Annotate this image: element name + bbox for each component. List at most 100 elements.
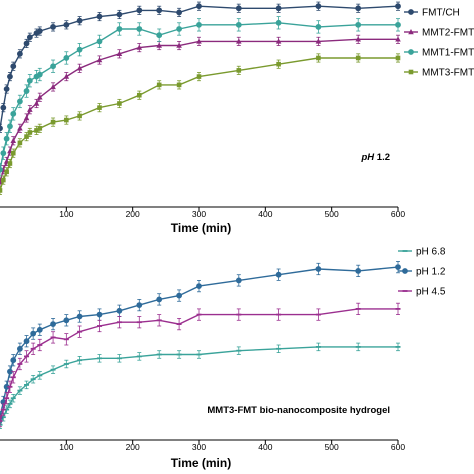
chart-panel-top: 100 200 300 400 500 600 Time (min) FMT/CH MMT2-F…: [0, 1, 474, 235]
data-point: [176, 26, 183, 32]
x-tick-label: 300: [192, 209, 206, 219]
x-tick-label: 300: [192, 442, 206, 452]
legend-swatch-marker: [402, 290, 408, 292]
data-point: [36, 326, 43, 333]
data-point: [235, 277, 242, 284]
data-point: [76, 17, 83, 24]
annotation-italic: pH: [360, 152, 375, 163]
data-point: [1, 177, 6, 183]
data-point: [276, 347, 282, 350]
data-point: [355, 21, 362, 28]
legend-item-3: pH 4.5: [398, 287, 446, 298]
data-point: [156, 42, 162, 48]
data-point: [77, 359, 83, 362]
data-point: [30, 347, 36, 350]
data-point: [36, 71, 43, 78]
data-point: [395, 346, 401, 348]
data-point: [23, 40, 30, 47]
x-tick-label: 200: [126, 442, 140, 452]
data-point: [50, 24, 56, 30]
annotation-text: 1.2: [374, 152, 390, 163]
data-point: [276, 313, 282, 316]
legend-item-2: pH 1.2: [398, 267, 446, 278]
legend-swatch-marker: [408, 29, 414, 35]
data-point: [196, 38, 202, 44]
chart-annotation: pH 1.2: [360, 152, 390, 163]
data-point: [116, 307, 123, 314]
x-tick-label: 400: [258, 209, 272, 219]
data-point: [196, 3, 202, 10]
data-point: [136, 355, 142, 358]
data-point: [27, 130, 33, 135]
data-point: [4, 397, 10, 400]
data-point: [137, 92, 142, 98]
data-point: [23, 114, 30, 121]
data-point: [50, 336, 56, 339]
data-point: [17, 363, 23, 365]
data-point: [136, 7, 143, 14]
data-point: [315, 24, 322, 30]
data-point: [77, 330, 83, 333]
legend-label: pH 4.5: [416, 287, 446, 298]
data-point: [10, 150, 16, 156]
chart-annotation: MMT3-FMT bio-nanocomposite hydrogel: [207, 405, 390, 416]
data-point: [33, 100, 40, 106]
x-tick-label: 500: [325, 442, 339, 452]
data-point: [10, 137, 17, 143]
data-point: [315, 313, 321, 316]
data-point: [116, 11, 123, 18]
chart-panel-bottom: 100 200 300 400 500 600 Time (min) pH 6.8 pH 1.2…: [0, 247, 446, 470]
legend-label: MMT3-FMT: [422, 68, 474, 79]
series-2: [0, 34, 401, 187]
data-point: [76, 65, 83, 71]
x-axis-label: Time (min): [171, 221, 231, 235]
annotation-text: MMT3-FMT bio-nanocomposite hydrogel: [207, 405, 390, 416]
data-point: [0, 408, 6, 411]
data-point: [0, 416, 6, 419]
x-tick-label: 100: [59, 209, 73, 219]
data-point: [4, 169, 9, 175]
x-tick-label: 200: [126, 209, 140, 219]
data-point: [50, 119, 56, 125]
legend-item-2: MMT2-FMT: [404, 28, 474, 39]
data-point: [3, 86, 10, 92]
data-point: [156, 82, 162, 88]
data-point: [176, 323, 182, 325]
data-point: [117, 101, 122, 106]
data-point: [0, 125, 3, 132]
data-point: [395, 264, 401, 271]
data-point: [10, 357, 17, 364]
data-point: [395, 3, 401, 10]
data-point: [96, 38, 103, 45]
series-2: [0, 260, 401, 424]
data-point: [10, 63, 17, 70]
data-point: [196, 313, 202, 316]
data-point: [26, 34, 33, 41]
legend-label: pH 1.2: [416, 267, 446, 278]
data-point: [196, 74, 202, 79]
data-point: [17, 389, 23, 392]
data-point: [176, 9, 183, 16]
data-point: [37, 126, 43, 131]
data-point: [23, 338, 30, 345]
data-point: [315, 346, 321, 348]
data-point: [30, 330, 37, 337]
data-point: [96, 311, 103, 318]
data-point: [10, 397, 16, 400]
data-point: [236, 313, 242, 316]
data-point: [24, 355, 30, 358]
x-tick-label: 600: [391, 442, 405, 452]
data-point: [7, 403, 13, 405]
data-point: [7, 73, 13, 80]
data-point: [63, 73, 70, 79]
data-point: [236, 38, 242, 44]
data-point: [17, 98, 23, 105]
data-point: [50, 83, 56, 90]
x-tick-label: 600: [391, 209, 405, 219]
data-point: [4, 408, 10, 411]
legend-item-1: FMT/CH: [404, 8, 460, 19]
data-point: [196, 353, 202, 356]
legend-label: MMT1-FMT: [422, 48, 474, 59]
data-point: [276, 61, 281, 67]
